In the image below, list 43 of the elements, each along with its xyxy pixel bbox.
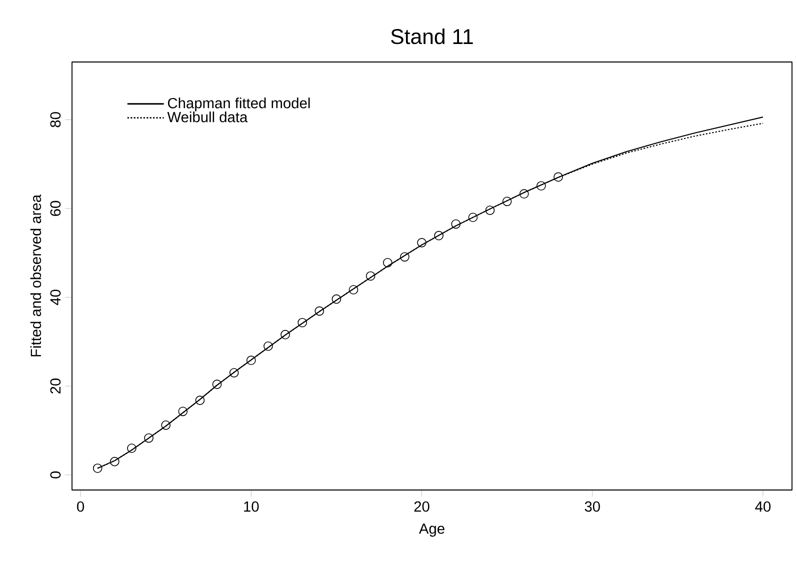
- point: [314, 306, 324, 316]
- point: [144, 433, 154, 443]
- point: [212, 380, 222, 389]
- y-tick-label: 0: [50, 471, 61, 478]
- point: [554, 172, 563, 182]
- point: [382, 258, 392, 268]
- point: [332, 294, 342, 304]
- point: [485, 206, 495, 215]
- point: [400, 252, 410, 262]
- x-tick-label: 0: [77, 501, 84, 512]
- point: [417, 238, 426, 248]
- chart-title: Stand 11: [391, 28, 473, 44]
- point: [127, 444, 136, 453]
- point: [246, 356, 256, 366]
- point: [451, 219, 461, 229]
- point: [264, 341, 273, 351]
- x-tick-label: 10: [244, 501, 259, 512]
- y-tick-label: 20: [50, 378, 61, 394]
- x-tick-label: 20: [414, 501, 430, 512]
- y-tick-label: 40: [50, 290, 61, 306]
- point: [110, 456, 120, 466]
- point: [468, 212, 478, 222]
- point: [195, 396, 205, 405]
- point: [348, 285, 358, 294]
- legend-label: Chapman fitted model: [168, 98, 310, 112]
- point: [280, 330, 290, 340]
- point: [298, 318, 308, 328]
- point: [161, 420, 171, 430]
- y-tick-label: 60: [50, 200, 61, 216]
- x-tick-label: 30: [584, 501, 600, 512]
- point: [229, 368, 239, 378]
- x-tick-label: 40: [755, 501, 771, 512]
- point: [92, 464, 102, 473]
- point: [502, 196, 512, 206]
- point: [434, 230, 444, 240]
- point: [178, 406, 188, 416]
- point: [536, 181, 546, 191]
- y-axis-title: Fitted and observed area: [30, 194, 42, 356]
- y-tick-label: 80: [50, 112, 61, 128]
- legend-label: Weibull data: [167, 112, 248, 122]
- point: [366, 271, 376, 281]
- point: [519, 189, 529, 199]
- x-axis-title: Age: [418, 524, 444, 537]
